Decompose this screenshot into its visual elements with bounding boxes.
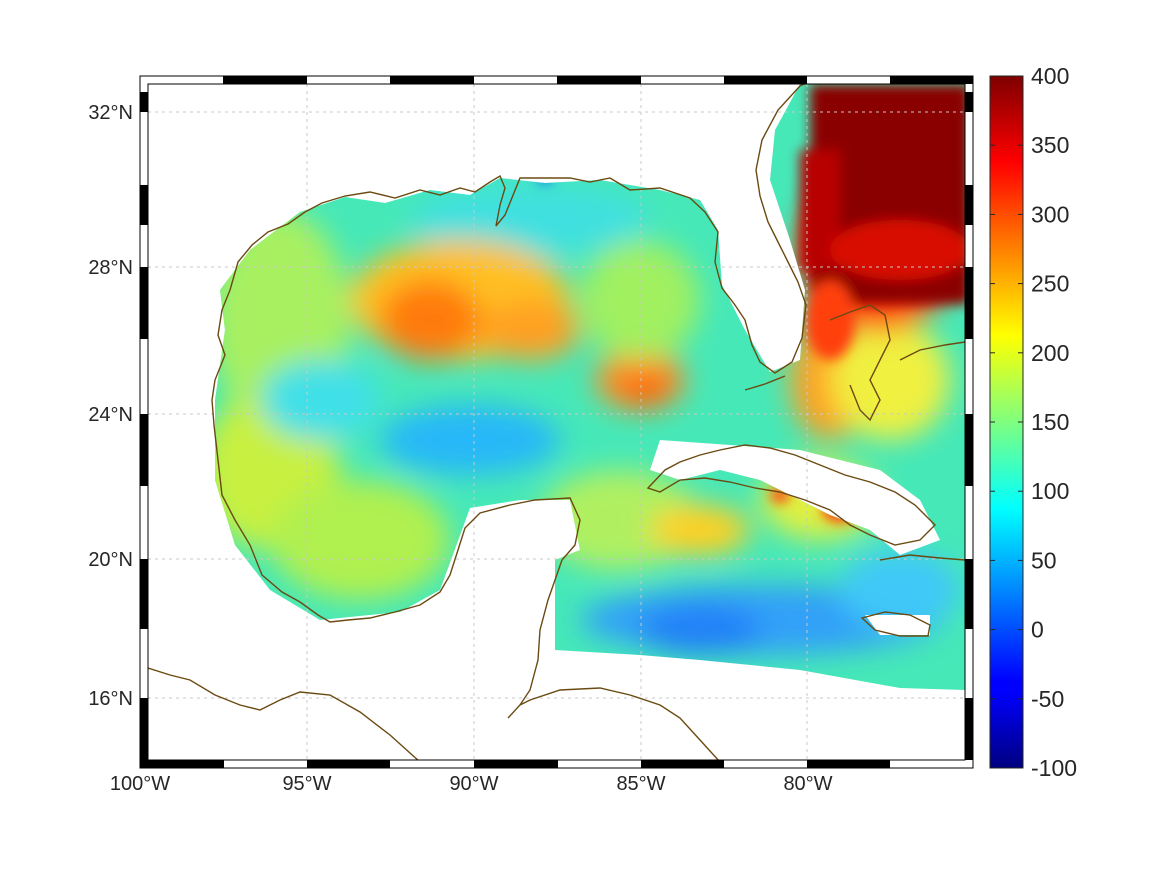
colorbar-tick-label: 300: [1031, 201, 1069, 227]
y-tick-label: 24°N: [88, 404, 133, 426]
colorbar-gradient: [989, 75, 1024, 769]
colorbar-ticks: 400 350 300 250 200 150 100 50 0 -50 -100: [990, 63, 1077, 781]
x-tick-label: 100°W: [110, 773, 170, 795]
bahamas: [829, 304, 891, 422]
y-tick-label: 16°N: [88, 688, 133, 710]
x-tick-label: 90°W: [449, 773, 498, 795]
gulf-coast: [229, 84, 807, 374]
florida-keys: [744, 375, 786, 391]
bahamas-south: [899, 341, 965, 361]
colorbar-tick-label: 0: [1031, 617, 1044, 643]
yucatan-south: [519, 687, 720, 760]
colorbar-tick-label: 50: [1031, 547, 1057, 573]
y-tick-label: 32°N: [88, 102, 133, 124]
x-tick-label: 95°W: [282, 773, 331, 795]
colorbar-tick-label: 400: [1031, 63, 1069, 89]
coastlines: [148, 84, 965, 760]
colorbar-tick-label: -50: [1031, 686, 1064, 712]
colorbar-tick-label: -100: [1031, 755, 1077, 781]
colorbar: 400 350 300 250 200 150 100 50 0 -50 -100: [989, 63, 1077, 781]
colorbar-tick-label: 350: [1031, 132, 1069, 158]
hispaniola: [879, 554, 965, 561]
map-frame: [139, 75, 974, 769]
colorbar-tick-label: 100: [1031, 478, 1069, 504]
y-tick-label: 20°N: [88, 549, 133, 571]
mexico-coast: [211, 289, 581, 719]
x-tick-label: 80°W: [783, 773, 832, 795]
x-tick-labels: 100°W 95°W 90°W 85°W 80°W: [110, 773, 833, 795]
x-tick-label: 85°W: [616, 773, 665, 795]
cuba: [646, 444, 936, 546]
y-tick-label: 28°N: [88, 257, 133, 279]
colorbar-tick-label: 150: [1031, 409, 1069, 435]
colorbar-tick-label: 250: [1031, 271, 1069, 297]
gridlines: [148, 84, 965, 760]
y-tick-labels: 32°N 28°N 24°N 20°N 16°N: [88, 102, 133, 710]
jamaica: [860, 611, 931, 637]
colorbar-tick-label: 200: [1031, 340, 1069, 366]
central-america-coast: [148, 667, 419, 760]
